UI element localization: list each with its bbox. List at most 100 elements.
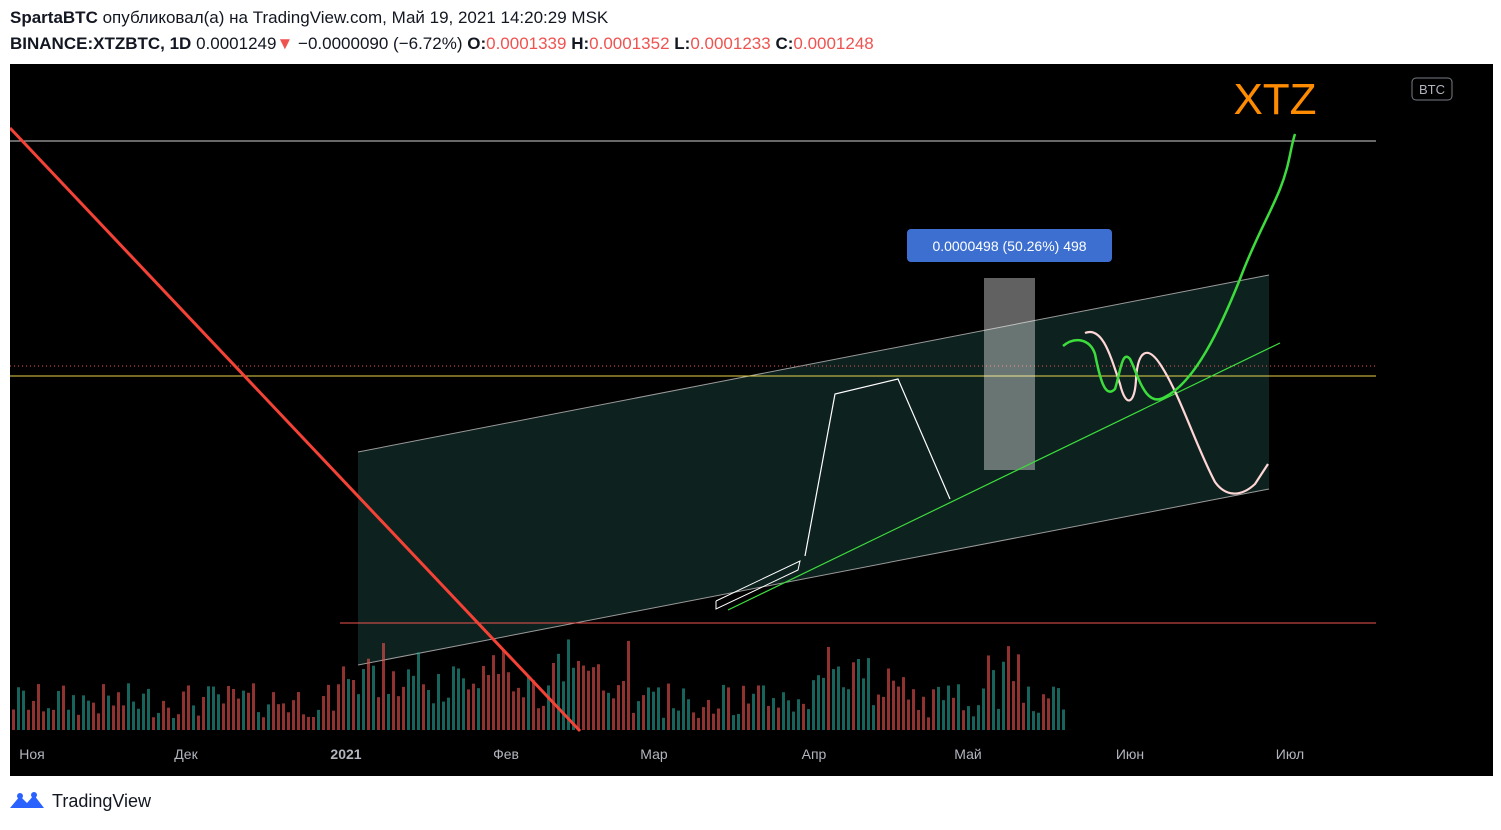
volume-bar	[1022, 702, 1025, 730]
volume-bar	[962, 710, 965, 730]
volume-bar	[1037, 712, 1040, 730]
volume-bar	[257, 712, 260, 730]
high-label: H:	[571, 34, 590, 53]
volume-bar	[552, 662, 555, 730]
volume-bar	[32, 700, 35, 730]
volume-bar	[1057, 688, 1060, 730]
x-tick-label: Мар	[640, 746, 668, 762]
x-tick-label: Фев	[493, 746, 519, 762]
volume-bar	[137, 708, 140, 730]
volume-bar	[502, 650, 505, 730]
volume-bar	[622, 680, 625, 730]
volume-bar	[157, 712, 160, 730]
volume-bar	[1012, 681, 1015, 730]
volume-bar	[207, 686, 210, 730]
volume-bar	[702, 707, 705, 730]
low-label: L:	[674, 34, 691, 53]
volume-bar	[547, 685, 550, 730]
volume-bar	[762, 685, 765, 730]
currency-badge[interactable]: BTC	[1419, 82, 1445, 97]
volume-bar	[412, 675, 415, 730]
volume-bar	[657, 687, 660, 730]
volume-bar	[267, 704, 270, 730]
volume-bar	[542, 705, 545, 730]
volume-bar	[987, 655, 990, 730]
volume-bar	[392, 671, 395, 730]
volume-bar	[982, 688, 985, 730]
volume-bar	[697, 717, 700, 730]
volume-bar	[742, 685, 745, 730]
volume-bar	[682, 688, 685, 730]
volume-bar	[337, 684, 340, 730]
volume-bar	[147, 688, 150, 730]
volume-bar	[182, 691, 185, 730]
volume-bar	[507, 672, 510, 730]
price-change: −0.0000090 (−6.72%)	[298, 34, 463, 53]
pattern-line-left	[715, 560, 801, 610]
volume-bar	[927, 717, 930, 730]
chart-area[interactable]: 0.0000498 (50.26%) 498 XTZ BTC 0.0002000…	[10, 64, 1493, 776]
volume-bar	[192, 705, 195, 730]
volume-bar	[1062, 709, 1065, 730]
volume-bar	[222, 703, 225, 730]
volume-bar	[842, 687, 845, 730]
volume-bar	[387, 693, 390, 730]
volume-bar	[232, 688, 235, 730]
open-value: 0.0001339	[486, 34, 567, 53]
volume-bar	[1027, 686, 1030, 730]
time-axis[interactable]: Ноя Дек 2021 Фев Мар Апр Май Июн Июл	[19, 746, 1304, 762]
volume-bar	[432, 703, 435, 730]
volume-bar	[882, 696, 885, 730]
author-name[interactable]: SpartaBTC	[10, 8, 98, 27]
footer-brand[interactable]: TradingView	[8, 790, 151, 812]
volume-bar	[247, 692, 250, 730]
last-price: 0.0001249	[196, 34, 277, 53]
volume-bar	[652, 691, 655, 730]
volume-bar	[747, 703, 750, 730]
volume-bar	[452, 666, 455, 730]
chart-svg[interactable]: 0.0000498 (50.26%) 498 XTZ BTC 0.0002000…	[10, 64, 1493, 776]
volume-bar	[497, 673, 500, 730]
volume-bar	[777, 707, 780, 730]
volume-bar	[92, 702, 95, 730]
volume-bar	[892, 680, 895, 730]
volume-bar	[1052, 686, 1055, 730]
volume-bar	[237, 698, 240, 730]
volume-bar	[1007, 646, 1010, 730]
volume-bar	[27, 709, 30, 730]
volume-bar	[322, 696, 325, 730]
volume-bar	[1032, 711, 1035, 730]
volume-bar	[527, 676, 530, 730]
measure-label: 0.0000498 (50.26%) 498	[932, 238, 1086, 254]
volume-bar	[152, 717, 155, 730]
volume-bar	[87, 700, 90, 730]
volume-bar	[487, 675, 490, 730]
volume-bar	[22, 690, 25, 730]
symbol-info: BINANCE:XTZBTC, 1D 0.0001249▼ −0.0000090…	[10, 34, 874, 54]
volume-bar	[677, 710, 680, 730]
volume-bar	[512, 691, 515, 730]
volume-bar	[17, 687, 20, 730]
volume-bar	[347, 679, 350, 730]
volume-bar	[617, 685, 620, 730]
volume-bar	[912, 689, 915, 730]
volume-bar	[642, 695, 645, 730]
volume-bar	[722, 684, 725, 730]
volume-bar	[202, 696, 205, 730]
volume-bar	[992, 670, 995, 730]
volume-bar	[877, 694, 880, 730]
volume-bar	[687, 699, 690, 730]
volume-bar	[357, 694, 360, 730]
volume-bar	[942, 700, 945, 730]
volume-bar	[517, 687, 520, 730]
volume-bar	[957, 684, 960, 730]
volume-bar	[792, 711, 795, 730]
volume-bar	[242, 690, 245, 730]
volume-bar	[72, 695, 75, 730]
volume-bar	[857, 658, 860, 730]
volume-bar	[217, 694, 220, 730]
volume-bar	[922, 696, 925, 730]
x-tick-label: Июл	[1276, 746, 1304, 762]
x-tick-label: Ноя	[19, 746, 44, 762]
volume-bar	[377, 697, 380, 730]
